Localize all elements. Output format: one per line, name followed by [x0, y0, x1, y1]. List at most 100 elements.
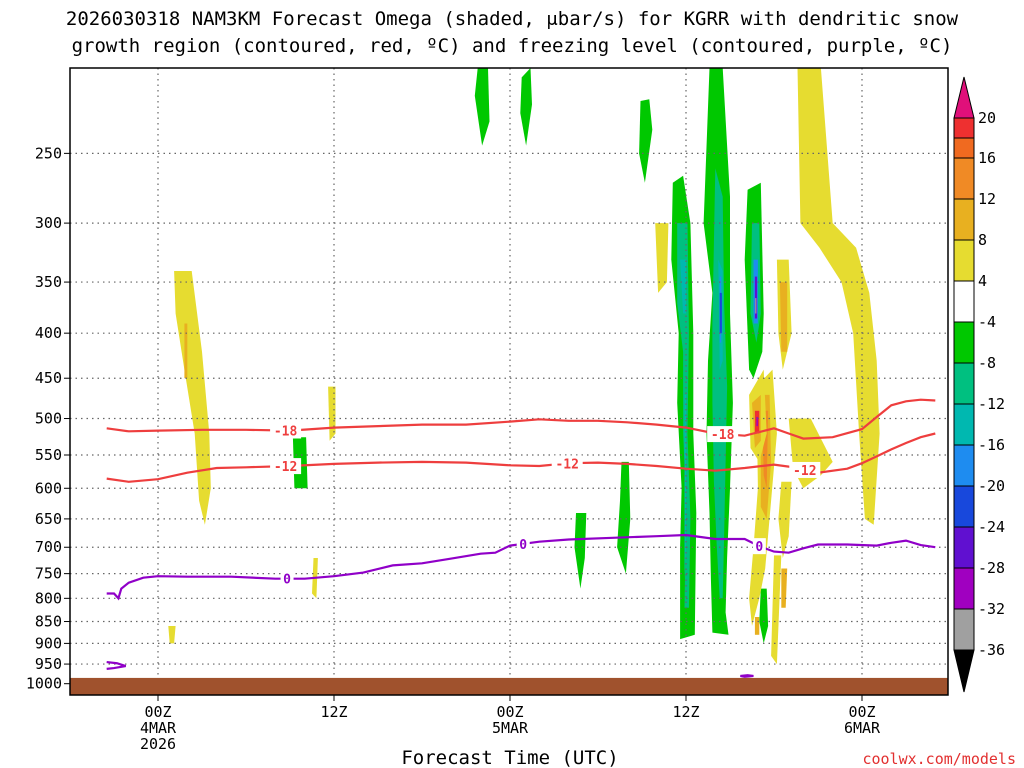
colorbar-bin — [953, 485, 975, 528]
omega-region-cyan — [684, 394, 686, 579]
x-tick-label: 00Z — [848, 703, 875, 721]
contour-layer: -18 -18 -12 -12 -12 0 0 0 — [106, 398, 936, 683]
y-tick-label: 1000 — [26, 675, 62, 693]
omega-region-violet — [756, 417, 758, 427]
grid-layer — [70, 68, 948, 695]
y-tick-label: 600 — [35, 479, 62, 497]
x-axis-label: Forecast Time (UTC) — [401, 747, 618, 768]
colorbar-label: -28 — [978, 559, 1005, 577]
colorbar-bin — [953, 526, 975, 569]
colorbar-label: 20 — [978, 109, 996, 127]
omega-region-yellow — [168, 626, 176, 644]
dgz-minus12-contour-label-bg — [270, 458, 302, 475]
omega-region-gold — [779, 282, 788, 352]
freezing-level-contour-label: 0 — [519, 538, 527, 553]
ground-surface — [70, 677, 948, 695]
colorbar-bin — [953, 280, 975, 323]
x-tick-label: 00Z — [496, 703, 523, 721]
omega-region-cyan — [680, 259, 686, 314]
y-tick-label: 800 — [35, 589, 62, 607]
colorbar-bin — [953, 198, 975, 241]
dgz-minus18-contour-label: -18 — [711, 428, 735, 443]
y-tick-label: 700 — [35, 538, 62, 556]
omega-region-gold — [781, 568, 788, 608]
omega-region-gray — [755, 298, 757, 314]
colorbar-label: -8 — [978, 354, 996, 372]
y-tick-label: 350 — [35, 273, 62, 291]
colorbar-label: -24 — [978, 518, 1005, 536]
chart-title-line2: growth region (contoured, red, ºC) and f… — [72, 35, 953, 57]
dgz-minus12-contour-label: -12 — [274, 460, 297, 475]
omega-region-green — [617, 461, 631, 574]
omega-region-green — [474, 68, 490, 146]
omega-region-yellow — [655, 223, 669, 293]
omega-region-teal — [677, 223, 691, 608]
omega-region-indigo — [719, 292, 722, 334]
y-tick-label: 750 — [35, 565, 62, 583]
freezing-level-contour-label: 0 — [283, 573, 291, 588]
y-tick-label: 850 — [35, 613, 62, 631]
plot-frame — [69, 67, 949, 696]
x-tick-label: 4MAR — [140, 719, 177, 737]
colorbar-bin — [953, 608, 975, 651]
omega-region-yellow — [797, 68, 880, 525]
y-tick-label: 250 — [35, 144, 62, 162]
omega-region-yellow — [778, 481, 792, 558]
freezing-level-contour-label: 0 — [755, 540, 763, 555]
omega-region-green — [759, 588, 769, 644]
x-tick-label: 12Z — [320, 703, 347, 721]
dgz-minus12-contour-label: -12 — [793, 464, 816, 479]
plot-area: -18 -18 -12 -12 -12 0 0 0 — [69, 67, 949, 696]
y-tick-label: 550 — [35, 446, 62, 464]
colorbar-label: -16 — [978, 436, 1005, 454]
colorbar-label: 12 — [978, 190, 996, 208]
colorbar-bin — [953, 239, 975, 282]
y-tick-label: 650 — [35, 510, 62, 528]
x-tick-label: 00Z — [144, 703, 171, 721]
dgz-minus18-contour-label-bg — [270, 422, 302, 439]
dgz-minus12-contour-label: -12 — [555, 457, 578, 472]
dgz-minus12-contour-line — [106, 432, 936, 483]
colorbar-label: -32 — [978, 600, 1005, 618]
x-tick-label: 6MAR — [844, 719, 881, 737]
colorbar-label: -12 — [978, 395, 1005, 413]
freezing-level-contour-line — [106, 533, 936, 601]
y-tick-label: 900 — [35, 634, 62, 652]
omega-region-yellow — [771, 555, 782, 665]
colorbar-label: -36 — [978, 641, 1005, 659]
colorbar-bin — [953, 403, 975, 446]
omega-region-green — [574, 513, 587, 589]
colorbar-label: 8 — [978, 231, 987, 249]
omega-region-gold — [184, 323, 188, 379]
colorbar-bin — [953, 321, 975, 364]
credit-text: coolwx.com/models — [862, 750, 1016, 768]
dgz-minus18-contour-label-bg — [707, 426, 739, 443]
freezing-level-contour-label-bg — [752, 538, 766, 555]
y-tick-label: 400 — [35, 324, 62, 342]
omega-region-teal — [712, 168, 728, 599]
omega-region-green — [639, 99, 653, 183]
omega-shading-layer — [168, 68, 880, 665]
colorbar-label: -4 — [978, 313, 996, 331]
omega-region-green — [520, 68, 532, 146]
colorbar-label: -20 — [978, 477, 1005, 495]
dgz-minus12-contour-label-bg — [551, 455, 583, 472]
colorbar: 20 16 12 8 4 -4 -8 -12 -16 -20 -24 -28 -32 -36 — [953, 76, 1005, 693]
y-axis-pressure: 250 300 350 400 450 500 550 600 650 700 750 800 850 9… — [26, 144, 70, 693]
colorbar-bin — [953, 567, 975, 610]
colorbar-bin — [953, 362, 975, 405]
x-tick-label: 2026 — [140, 735, 176, 753]
omega-region-gold — [754, 617, 760, 635]
colorbar-bin — [953, 137, 975, 159]
dgz-minus18-contour-label: -18 — [274, 425, 298, 440]
colorbar-label: 16 — [978, 149, 996, 167]
y-tick-label: 300 — [35, 214, 62, 232]
y-tick-label: 450 — [35, 369, 62, 387]
colorbar-bin — [953, 157, 975, 200]
y-tick-label: 500 — [35, 410, 62, 428]
x-tick-label: 12Z — [672, 703, 699, 721]
freezing-level-contour-label-bg — [516, 535, 530, 552]
x-tick-label: 5MAR — [492, 719, 529, 737]
